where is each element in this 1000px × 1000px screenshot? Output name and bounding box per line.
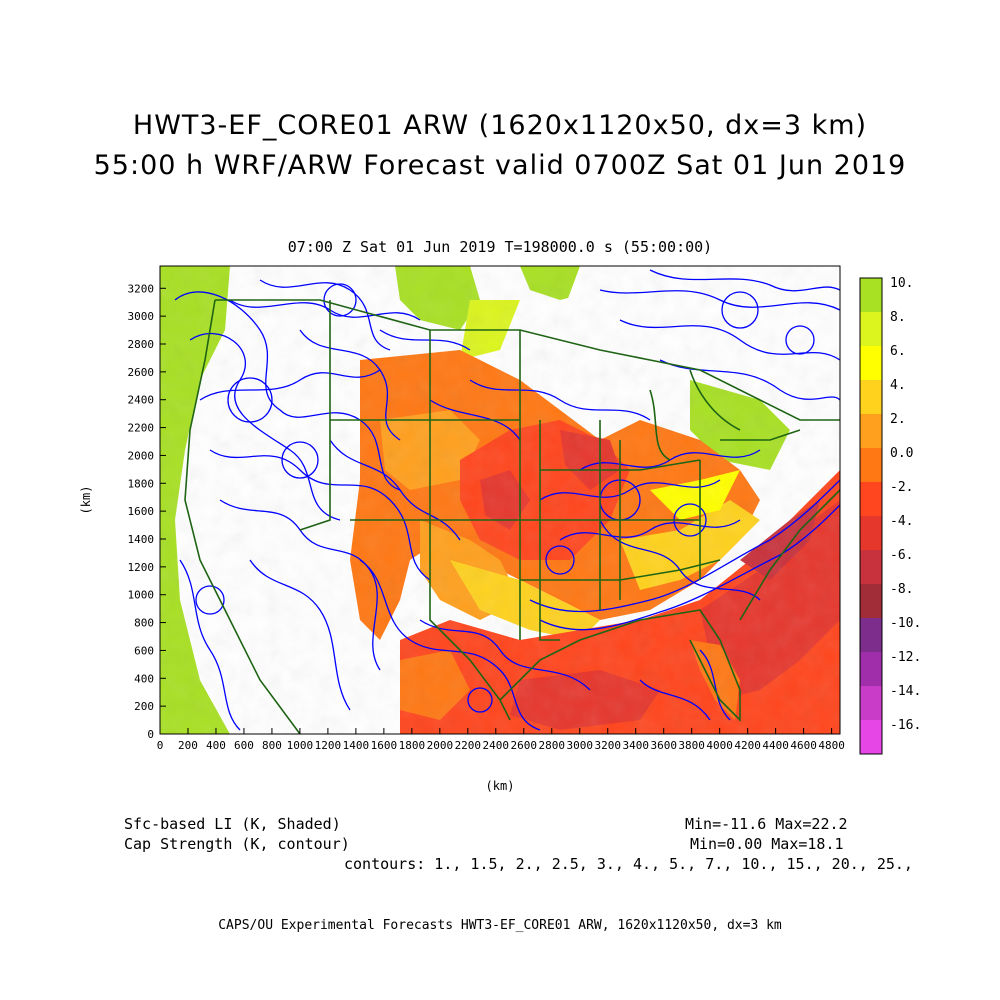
x-tick-label: 1400: [343, 739, 370, 752]
colorbar-label: -4.: [890, 514, 913, 529]
colorbar-swatch: [860, 720, 882, 754]
shaded-li-field: [160, 266, 840, 734]
y-tick-label: 1200: [128, 561, 155, 574]
x-tick-label: 400: [206, 739, 226, 752]
colorbar-swatch: [860, 550, 882, 584]
x-tick-label: 3200: [594, 739, 621, 752]
x-tick-label: 2000: [427, 739, 454, 752]
political-borders: [184, 299, 840, 734]
x-tick-label: 0: [157, 739, 164, 752]
x-tick-label: 4800: [818, 739, 845, 752]
colorbar-label: -12.: [890, 650, 921, 665]
x-tick-label: 4400: [762, 739, 789, 752]
x-tick-label: 4600: [790, 739, 817, 752]
plot-frame: [159, 265, 841, 735]
colorbar-label: 10.: [890, 276, 913, 291]
x-tick-label: 1600: [371, 739, 398, 752]
x-tick-label: 2400: [483, 739, 510, 752]
colorbar-label: 4.: [890, 378, 906, 393]
y-tick-label: 0: [147, 728, 154, 741]
y-tick-label: 3200: [128, 282, 155, 295]
valid-time-label: 07:00 Z Sat 01 Jun 2019 T=198000.0 s (55…: [287, 238, 713, 256]
colorbar-swatch: [860, 584, 882, 618]
colorbar-label: -8.: [890, 582, 913, 597]
y-tick-label: 1000: [128, 589, 155, 602]
x-tick-label: 4200: [734, 739, 761, 752]
y-tick-label: 1400: [128, 533, 155, 546]
x-tick-label: 2600: [511, 739, 538, 752]
colorbar-label: -14.: [890, 684, 921, 699]
x-tick-label: 1800: [399, 739, 426, 752]
y-axis-label: (km): [79, 486, 93, 515]
x-axis: 0 200 400 600 800 1000 1200 1400 1600 1800 2000 220…: [157, 728, 845, 752]
colorbar-label: -10.: [890, 616, 921, 631]
y-tick-label: 2400: [128, 394, 155, 407]
y-tick-label: 2200: [128, 422, 155, 435]
x-tick-label: 3400: [622, 739, 649, 752]
y-tick-label: 1600: [128, 505, 155, 518]
colorbar-label: -16.: [890, 718, 921, 733]
colorbar-swatch: [860, 516, 882, 550]
colorbar-label: 6.: [890, 344, 906, 359]
colorbar-label: 8.: [890, 310, 906, 325]
colorbar-swatch: [860, 448, 882, 482]
x-tick-label: 1000: [287, 739, 314, 752]
plot-subtitle: 55:00 h WRF/ARW Forecast valid 0700Z Sat…: [93, 150, 907, 181]
x-tick-label: 3800: [678, 739, 705, 752]
y-tick-label: 1800: [128, 477, 155, 490]
colorbar-label: 0.0: [890, 446, 913, 461]
y-tick-label: 400: [134, 672, 154, 685]
x-tick-label: 200: [178, 739, 198, 752]
colorbar: 10. 8. 6. 4. 2. 0.0 -2. -4. -6. -8. -10. -12. -14. -1…: [859, 276, 921, 755]
y-tick-label: 800: [134, 617, 154, 630]
colorbar-swatch: [860, 652, 882, 686]
x-tick-label: 4000: [706, 739, 733, 752]
y-axis: 0 200 400 600 800 1000 1200 1400 1600 1800 2000 220…: [128, 282, 166, 741]
plot-title: HWT3-EF_CORE01 ARW (1620x1120x50, dx=3 k…: [132, 110, 868, 141]
contour-levels: contours: 1., 1.5, 2., 2.5, 3., 4., 5., …: [344, 855, 913, 873]
y-tick-label: 600: [134, 644, 154, 657]
shaded-field-label: Sfc-based LI (K, Shaded): [124, 815, 341, 833]
x-tick-label: 3000: [567, 739, 594, 752]
colorbar-label: 2.: [890, 412, 906, 427]
shaded-range: Min=-11.6 Max=22.2: [685, 815, 848, 833]
contour-range: Min=0.00 Max=18.1: [690, 835, 844, 853]
x-axis-label: (km): [486, 779, 515, 793]
contour-field-label: Cap Strength (K, contour): [124, 835, 350, 853]
colorbar-swatch: [860, 482, 882, 516]
colorbar-swatch: [860, 414, 882, 448]
x-tick-label: 2800: [539, 739, 566, 752]
y-tick-label: 2000: [128, 449, 155, 462]
y-tick-label: 200: [134, 700, 154, 713]
y-tick-label: 3000: [128, 310, 155, 323]
x-tick-label: 2200: [455, 739, 482, 752]
colorbar-swatch: [860, 312, 882, 346]
colorbar-frame: [859, 277, 883, 755]
x-tick-label: 800: [262, 739, 282, 752]
colorbar-label: -2.: [890, 480, 913, 495]
colorbar-swatch: [860, 618, 882, 652]
x-tick-label: 600: [234, 739, 254, 752]
colorbar-swatch: [860, 278, 882, 312]
colorbar-swatch: [860, 380, 882, 414]
x-tick-label: 3600: [650, 739, 677, 752]
x-tick-label: 1200: [315, 739, 342, 752]
colorbar-swatch: [860, 686, 882, 720]
footer-credit: CAPS/OU Experimental Forecasts HWT3-EF_C…: [218, 918, 782, 933]
y-tick-label: 2800: [128, 338, 155, 351]
colorbar-label: -6.: [890, 548, 913, 563]
y-tick-label: 2600: [128, 366, 155, 379]
colorbar-swatch: [860, 346, 882, 380]
